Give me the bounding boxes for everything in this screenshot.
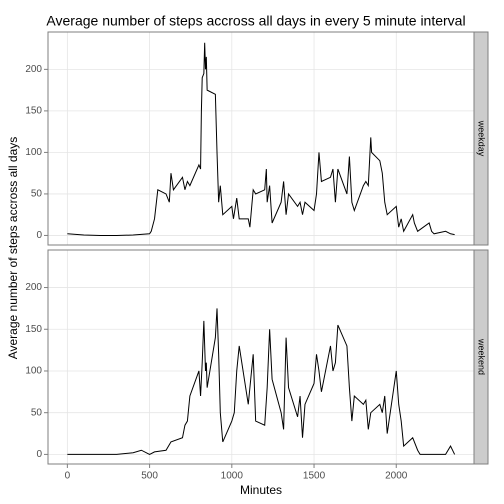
x-tick-label: 1000 xyxy=(221,471,244,482)
y-tick-label: 100 xyxy=(25,147,42,158)
y-tick-label: 150 xyxy=(25,324,42,335)
y-tick-label: 0 xyxy=(36,230,42,241)
y-tick-label: 0 xyxy=(36,449,42,460)
y-tick-label: 100 xyxy=(25,366,42,377)
strip-label: weekend xyxy=(477,338,487,375)
y-tick-label: 50 xyxy=(31,189,43,200)
y-tick-label: 150 xyxy=(25,106,42,117)
x-tick-label: 500 xyxy=(141,471,158,482)
y-tick-label: 200 xyxy=(25,282,42,293)
x-tick-label: 0 xyxy=(65,471,71,482)
x-tick-label: 1500 xyxy=(303,471,326,482)
strip xyxy=(473,31,489,246)
line xyxy=(67,42,455,236)
y-axis-label: Average number of steps accross all days xyxy=(6,137,20,360)
chart-title: Average number of steps accross all days… xyxy=(46,13,465,29)
panel-background xyxy=(48,32,474,245)
strip xyxy=(473,249,489,465)
panel-background xyxy=(48,250,474,464)
y-tick-label: 50 xyxy=(31,407,43,418)
strip-label: weekday xyxy=(477,120,487,157)
y-tick-label: 200 xyxy=(25,64,42,75)
line xyxy=(67,308,456,455)
x-tick-label: 2000 xyxy=(385,471,408,482)
x-axis-label: Minutes xyxy=(240,483,282,497)
